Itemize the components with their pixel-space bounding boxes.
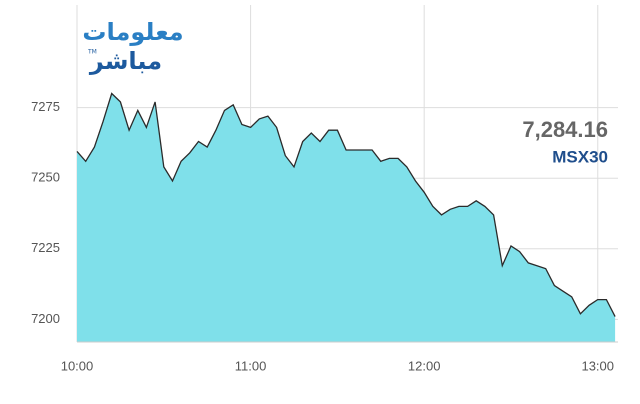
y-tick-label: 7275: [31, 99, 60, 114]
logo-line2: مباشر: [89, 47, 162, 75]
x-tick-label: 10:00: [61, 358, 94, 373]
y-tick-label: 7225: [31, 240, 60, 255]
x-tick-label: 11:00: [235, 358, 267, 373]
area-line: [76, 92, 616, 317]
logo-mark: TM: [87, 49, 97, 56]
x-tick-label: 13:00: [581, 358, 614, 373]
logo-line1: معلومات: [82, 18, 183, 46]
index-name: MSX30: [552, 147, 608, 166]
y-tick-label: 7200: [31, 311, 60, 326]
x-tick-label: 12:00: [408, 358, 441, 373]
area-fill: [77, 93, 616, 342]
y-tick-label: 7250: [31, 170, 60, 185]
last-value: 7,284.16: [522, 117, 608, 142]
